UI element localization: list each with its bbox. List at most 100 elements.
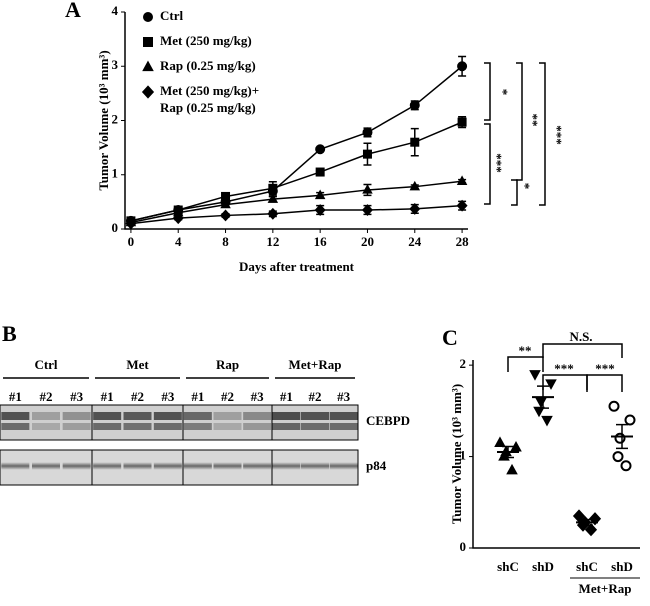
marker — [533, 406, 545, 418]
marker — [506, 463, 518, 475]
line — [130, 65, 463, 222]
y-axis-label: Tumor Volume (10³ mm³) — [96, 50, 111, 190]
marker — [220, 198, 231, 209]
marker — [529, 370, 541, 381]
band — [93, 462, 122, 470]
band — [1, 462, 30, 470]
marker — [620, 460, 632, 472]
lane-label: #1 — [191, 389, 204, 404]
bracket — [484, 62, 491, 121]
x-tick-label: 0 — [128, 234, 135, 249]
band — [272, 423, 301, 430]
significance: *** — [595, 361, 615, 376]
lane-label: #3 — [70, 389, 84, 404]
y-tick-label: 3 — [112, 57, 119, 72]
marker — [361, 204, 373, 216]
significance: * — [499, 89, 514, 96]
marker — [410, 137, 420, 147]
band — [329, 423, 358, 430]
legend-label: Met (250 mg/kg) — [160, 33, 252, 48]
marker — [125, 217, 137, 230]
marker — [494, 436, 506, 447]
line — [130, 121, 463, 222]
marker — [456, 175, 468, 185]
band — [243, 412, 272, 420]
marker — [409, 202, 421, 215]
x-tick-label: 4 — [175, 234, 182, 249]
group-label: Rap — [216, 357, 239, 372]
band — [213, 462, 242, 470]
band — [183, 462, 212, 470]
marker — [624, 414, 636, 426]
lane-label: #3 — [251, 389, 265, 404]
x-axis-label: Days after treatment — [239, 259, 355, 274]
group-label: Met+Rap — [289, 357, 342, 372]
band — [1, 423, 30, 430]
blot-frame — [271, 449, 359, 486]
lane-label: #2 — [131, 389, 144, 404]
legend-marker — [143, 12, 153, 22]
band — [213, 412, 242, 420]
x-tick-label: shD — [611, 559, 633, 574]
marker — [614, 432, 626, 444]
y-tick-label: 0 — [460, 539, 467, 554]
band — [123, 412, 152, 420]
y-axis-label: Tumor Volume (10³ mm³) — [449, 384, 464, 524]
band — [153, 412, 182, 420]
group-label: Met — [126, 357, 149, 372]
band — [153, 462, 182, 470]
x-tick-label: 20 — [361, 234, 374, 249]
band — [32, 412, 60, 420]
row-label: CEBPD — [366, 413, 410, 428]
marker — [268, 183, 278, 193]
x-tick-label: 12 — [266, 234, 279, 249]
significance: ** — [519, 343, 532, 358]
x-tick-label: 28 — [456, 234, 470, 249]
band — [1, 412, 30, 420]
marker — [172, 212, 184, 225]
group-label: Ctrl — [34, 357, 57, 372]
significance: N.S. — [569, 329, 592, 344]
band — [123, 462, 152, 470]
lane-label: #2 — [309, 389, 322, 404]
error-bar — [581, 518, 593, 526]
panel-label: A — [65, 0, 81, 22]
band — [62, 462, 91, 470]
panel-label: C — [442, 325, 458, 350]
marker — [535, 397, 547, 409]
marker — [409, 100, 420, 111]
band — [213, 423, 242, 430]
panel-label: B — [2, 321, 17, 346]
y-tick-label: 0 — [112, 220, 119, 235]
legend-marker — [143, 37, 153, 47]
y-tick-label: 1 — [112, 166, 119, 181]
lane-label: #1 — [101, 389, 114, 404]
bracket — [516, 62, 523, 181]
bracket — [539, 62, 546, 206]
lane-label: #2 — [40, 389, 53, 404]
band — [62, 412, 91, 420]
x-tick-label: 16 — [314, 234, 328, 249]
lane-label: #3 — [161, 389, 175, 404]
marker — [457, 117, 467, 127]
band — [32, 423, 60, 430]
error-bar — [502, 445, 514, 459]
marker — [584, 523, 598, 537]
legend-marker — [141, 85, 155, 99]
band — [243, 462, 272, 470]
band — [153, 423, 182, 430]
marker — [456, 199, 468, 212]
band — [183, 412, 212, 420]
band — [93, 412, 122, 420]
band — [272, 462, 301, 470]
y-tick-label: 4 — [112, 3, 119, 18]
marker — [362, 184, 373, 194]
significance: *** — [553, 125, 568, 145]
blot-frame — [271, 404, 359, 441]
band — [272, 412, 301, 420]
legend-label: Rap (0.25 mg/kg) — [160, 58, 256, 73]
significance: *** — [493, 153, 508, 173]
band — [329, 412, 358, 420]
band — [301, 462, 329, 470]
